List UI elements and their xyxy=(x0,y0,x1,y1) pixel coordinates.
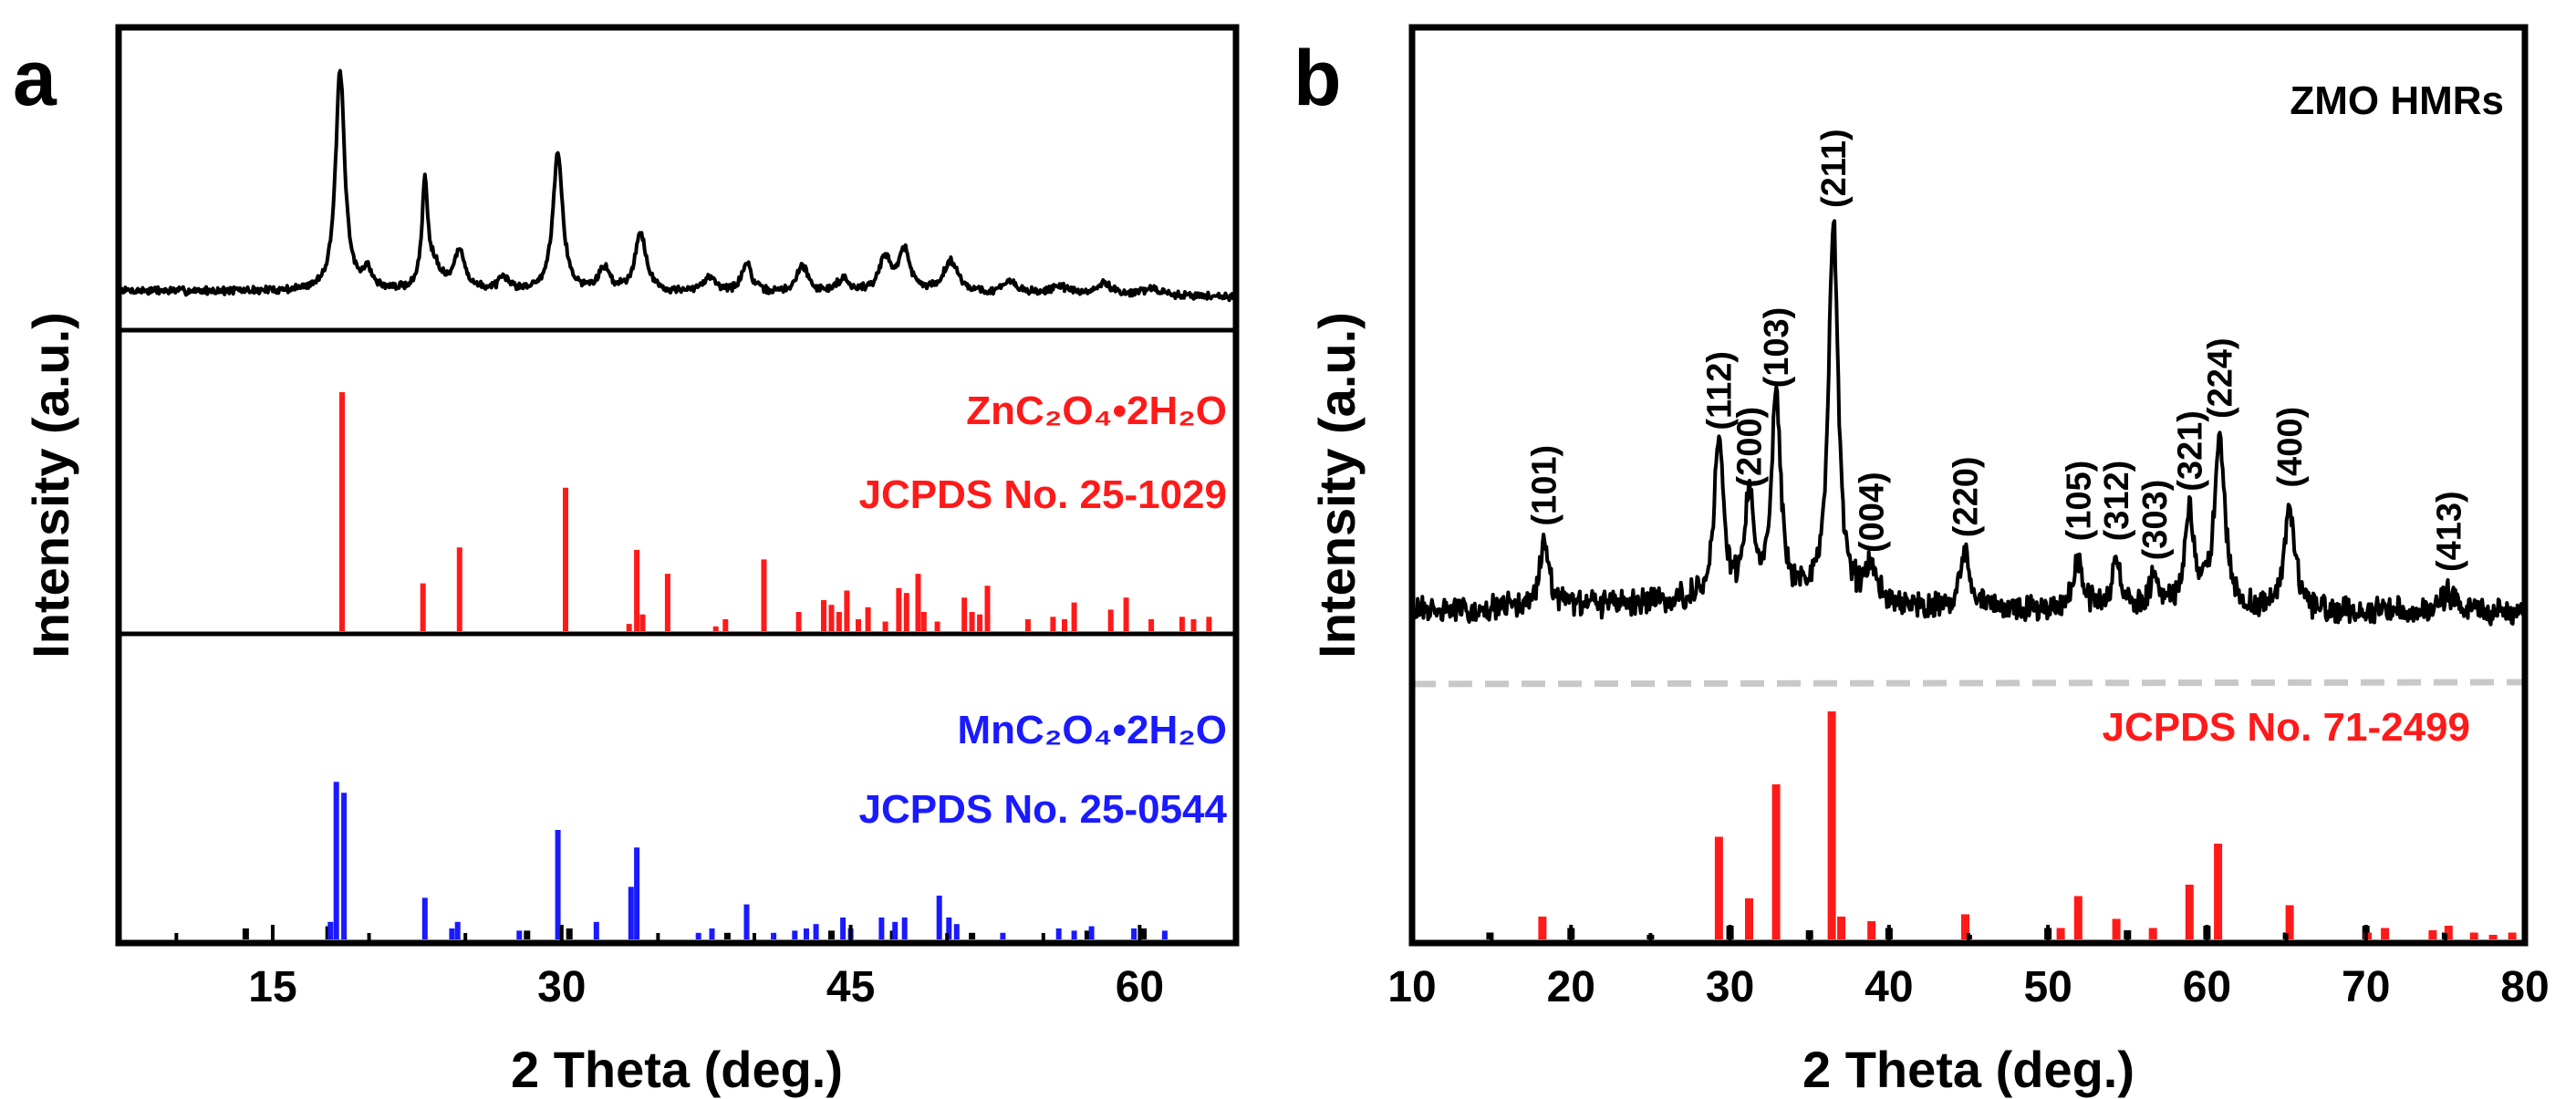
b-tick-label-6: 70 xyxy=(2342,963,2390,1011)
panel-b: b (101)(112)(200)(103)(211)(004) (220) (10… xyxy=(1293,24,2550,1098)
panel-a-letter: a xyxy=(13,35,57,122)
b-tick-label-2: 30 xyxy=(1706,963,1754,1011)
panel-b-jcpds: JCPDS No. 71-2499 xyxy=(2102,705,2470,750)
panel-a-x-axis: 15 30 45 60 xyxy=(174,925,1238,1011)
hkl-label-4: (211) xyxy=(1815,129,1854,208)
hkl-label-7: (105) xyxy=(2060,461,2098,542)
hkl-label-5: (004) xyxy=(1854,472,1892,553)
hkl-label-13: (413) xyxy=(2430,491,2468,572)
panel-b-xlabel: 2 Theta (deg.) xyxy=(1802,1041,2135,1098)
hkl-label-8: (312) xyxy=(2098,461,2136,542)
a-tick-label-0: 15 xyxy=(248,963,296,1011)
b-tick-label-1: 20 xyxy=(1547,963,1595,1011)
panel-a-zn-reference-sticks xyxy=(339,392,1212,631)
panel-b-x-axis: 10 20 30 40 50 60 70 80 xyxy=(1387,925,2550,1011)
hkl-label-6: (220) xyxy=(1948,456,1986,537)
panel-a-xlabel: 2 Theta (deg.) xyxy=(511,1041,843,1098)
hkl-label-10: (321) xyxy=(2171,410,2209,492)
b-tick-label-5: 60 xyxy=(2183,963,2231,1011)
hkl-label-11: (224) xyxy=(2201,337,2239,419)
b-tick-label-4: 50 xyxy=(2023,963,2072,1011)
panel-b-letter: b xyxy=(1293,35,1342,122)
panel-a-ylabel: Intensity (a.u.) xyxy=(22,312,79,658)
panel-b-peak-indices: (101) (112)(200) (103) (211) (004) (220) (105)… xyxy=(1526,129,2469,572)
a-tick-label-3: 60 xyxy=(1116,963,1164,1011)
panel-a-mn-formula: MnC₂O₄•2H₂O xyxy=(958,708,1227,752)
panel-b-separator-dashed-line xyxy=(1411,679,2526,688)
b-tick-label-3: 40 xyxy=(1864,963,1913,1011)
panel-a: a ZnC₂O₄•2H₂O JCPDS No. 25-1029 MnC₂O₄•2… xyxy=(13,24,1240,1098)
panel-a-zn-formula: ZnC₂O₄•2H₂O xyxy=(966,389,1227,433)
hkl-label-12: (400) xyxy=(2271,407,2310,488)
b-tick-label-0: 10 xyxy=(1387,963,1436,1011)
panel-a-mn-reference-sticks xyxy=(242,782,1168,939)
a-tick-label-2: 45 xyxy=(826,963,875,1011)
panel-b-title: ZMO HMRs xyxy=(2290,78,2504,123)
panel-a-mn-jcpds: JCPDS No. 25-0544 xyxy=(858,787,1227,832)
panel-a-measured-pattern xyxy=(119,68,1236,303)
panel-a-frame xyxy=(115,24,1240,947)
a-tick-label-1: 30 xyxy=(537,963,586,1011)
panel-a-zn-jcpds: JCPDS No. 25-1029 xyxy=(858,472,1227,517)
b-tick-label-7: 80 xyxy=(2500,963,2549,1011)
panel-b-ylabel: Intensity (a.u.) xyxy=(1308,312,1366,658)
panel-b-measured-pattern xyxy=(1411,219,2525,627)
hkl-label-1: (112) xyxy=(1700,351,1739,430)
hkl-label-2: (200) xyxy=(1731,407,1770,488)
hkl-label-3: (103) xyxy=(1758,307,1796,389)
hkl-label-9: (303) xyxy=(2136,480,2175,561)
hkl-label-0: (101) xyxy=(1526,445,1564,526)
